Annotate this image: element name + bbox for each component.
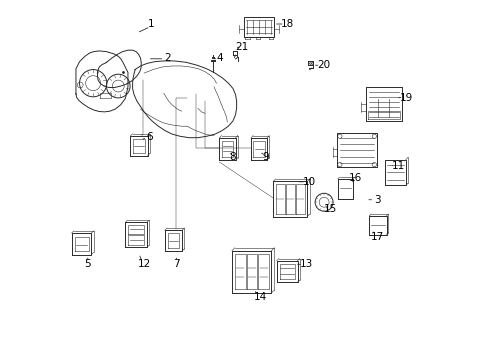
Text: 15: 15 <box>323 204 337 214</box>
Text: 11: 11 <box>391 161 405 171</box>
Text: 17: 17 <box>370 232 383 242</box>
Text: 20: 20 <box>316 60 329 70</box>
Text: 7: 7 <box>173 259 179 269</box>
Text: 8: 8 <box>229 152 236 162</box>
Text: 5: 5 <box>84 259 91 269</box>
Text: 19: 19 <box>399 93 412 103</box>
Text: 3: 3 <box>373 195 380 205</box>
Text: 18: 18 <box>280 19 294 29</box>
Text: 12: 12 <box>138 259 151 269</box>
Text: 14: 14 <box>253 292 267 302</box>
Text: 4: 4 <box>216 53 222 63</box>
Text: 2: 2 <box>164 53 170 63</box>
Text: 10: 10 <box>302 177 315 187</box>
Text: 21: 21 <box>235 42 248 52</box>
Text: 13: 13 <box>299 259 312 269</box>
Text: 16: 16 <box>348 173 362 183</box>
Text: 1: 1 <box>148 19 154 29</box>
Text: 9: 9 <box>262 152 269 162</box>
Text: 6: 6 <box>146 132 152 142</box>
